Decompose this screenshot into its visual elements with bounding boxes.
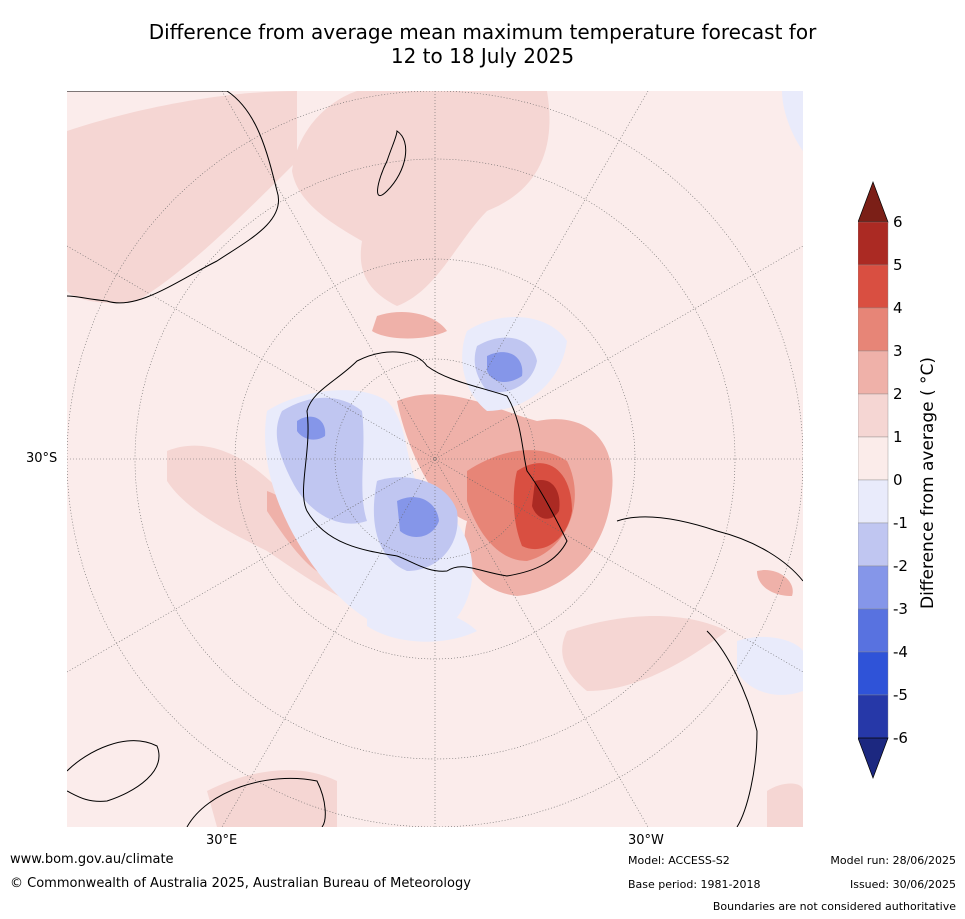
colorbar-band [858, 436, 889, 481]
anomaly-zone-0-1 [207, 770, 337, 827]
colorbar-band [858, 393, 889, 438]
anomaly-zone-0-1 [767, 783, 803, 827]
antarctic-coast [616, 516, 803, 582]
colorbar-tick-label: 5 [893, 256, 903, 274]
colorbar-band [858, 264, 889, 309]
colorbar-band [858, 608, 889, 653]
colorbar-tick-label: 0 [893, 471, 903, 489]
map-title: Difference from average mean maximum tem… [0, 20, 965, 68]
colorbar-band [858, 221, 889, 266]
new-zealand-outline [377, 130, 407, 197]
anomaly-zone-0-1 [292, 91, 550, 306]
colorbar-band [858, 651, 889, 696]
longitude-label-30e: 30°E [206, 833, 238, 848]
colorbar-tick-label: -4 [893, 643, 908, 661]
colorbar-band [858, 479, 889, 524]
colorbar-tick-label: -1 [893, 514, 908, 532]
colorbar-tick-label: 2 [893, 385, 903, 403]
anomaly-zone-1-2 [757, 570, 793, 596]
footer-base-period: Base period: 1981-2018 [628, 878, 761, 891]
colorbar [858, 181, 889, 779]
footer-copyright: © Commonwealth of Australia 2025, Austra… [10, 876, 471, 891]
footer-issued: Issued: 30/06/2025 [849, 878, 956, 891]
footer-disclaimer: Boundaries are not considered authoritat… [712, 900, 956, 913]
title-line-1: Difference from average mean maximum tem… [148, 20, 817, 44]
anomaly-zone-minus1-0 [367, 591, 477, 642]
southern-landmass-outline [67, 740, 160, 802]
latitude-label-30s: 30°S [26, 451, 58, 466]
anomaly-zone-minus1-0 [737, 636, 803, 695]
colorbar-tick-label: -5 [893, 686, 908, 704]
title-line-2: 12 to 18 July 2025 [390, 44, 575, 68]
colorbar-band [858, 565, 889, 610]
colorbar-extend-top [858, 181, 889, 223]
footer-model-run: Model run: 28/06/2025 [830, 854, 956, 867]
colorbar-band [858, 694, 889, 739]
southern-landmass-outline [186, 777, 326, 827]
graticule [67, 91, 803, 827]
colorbar-label: Difference from average ( °C) [918, 356, 938, 610]
south-america-outline [67, 91, 280, 304]
anomaly-zone-1-2 [372, 311, 447, 339]
footer-url: www.bom.gov.au/climate [10, 852, 174, 867]
colorbar-tick-label: 4 [893, 299, 903, 317]
australia-outline [302, 351, 568, 577]
colorbar-tick-label: 6 [893, 213, 903, 231]
africa-outline [706, 630, 758, 827]
colorbar-tick-label: 3 [893, 342, 903, 360]
polar-map [67, 91, 803, 827]
anomaly-zone-minus1-0 [782, 91, 803, 151]
anomaly-zone-0-1 [67, 91, 297, 303]
colorbar-tick-label: -3 [893, 600, 908, 618]
anomaly-zone-0-1 [562, 616, 727, 691]
longitude-label-30w: 30°W [628, 833, 664, 848]
colorbar-extend-bottom [858, 737, 889, 779]
colorbar-band [858, 350, 889, 395]
colorbar-band [858, 522, 889, 567]
anomaly-zone-minus3-minus2 [297, 416, 326, 440]
colorbar-tick-label: 1 [893, 428, 903, 446]
coastlines [67, 91, 803, 827]
colorbar-tick-label: -2 [893, 557, 908, 575]
colorbar-tick-label: -6 [893, 729, 908, 747]
colorbar-band [858, 307, 889, 352]
footer-model: Model: ACCESS-S2 [628, 854, 730, 867]
anomaly-zone-minus3-minus2 [487, 352, 523, 383]
